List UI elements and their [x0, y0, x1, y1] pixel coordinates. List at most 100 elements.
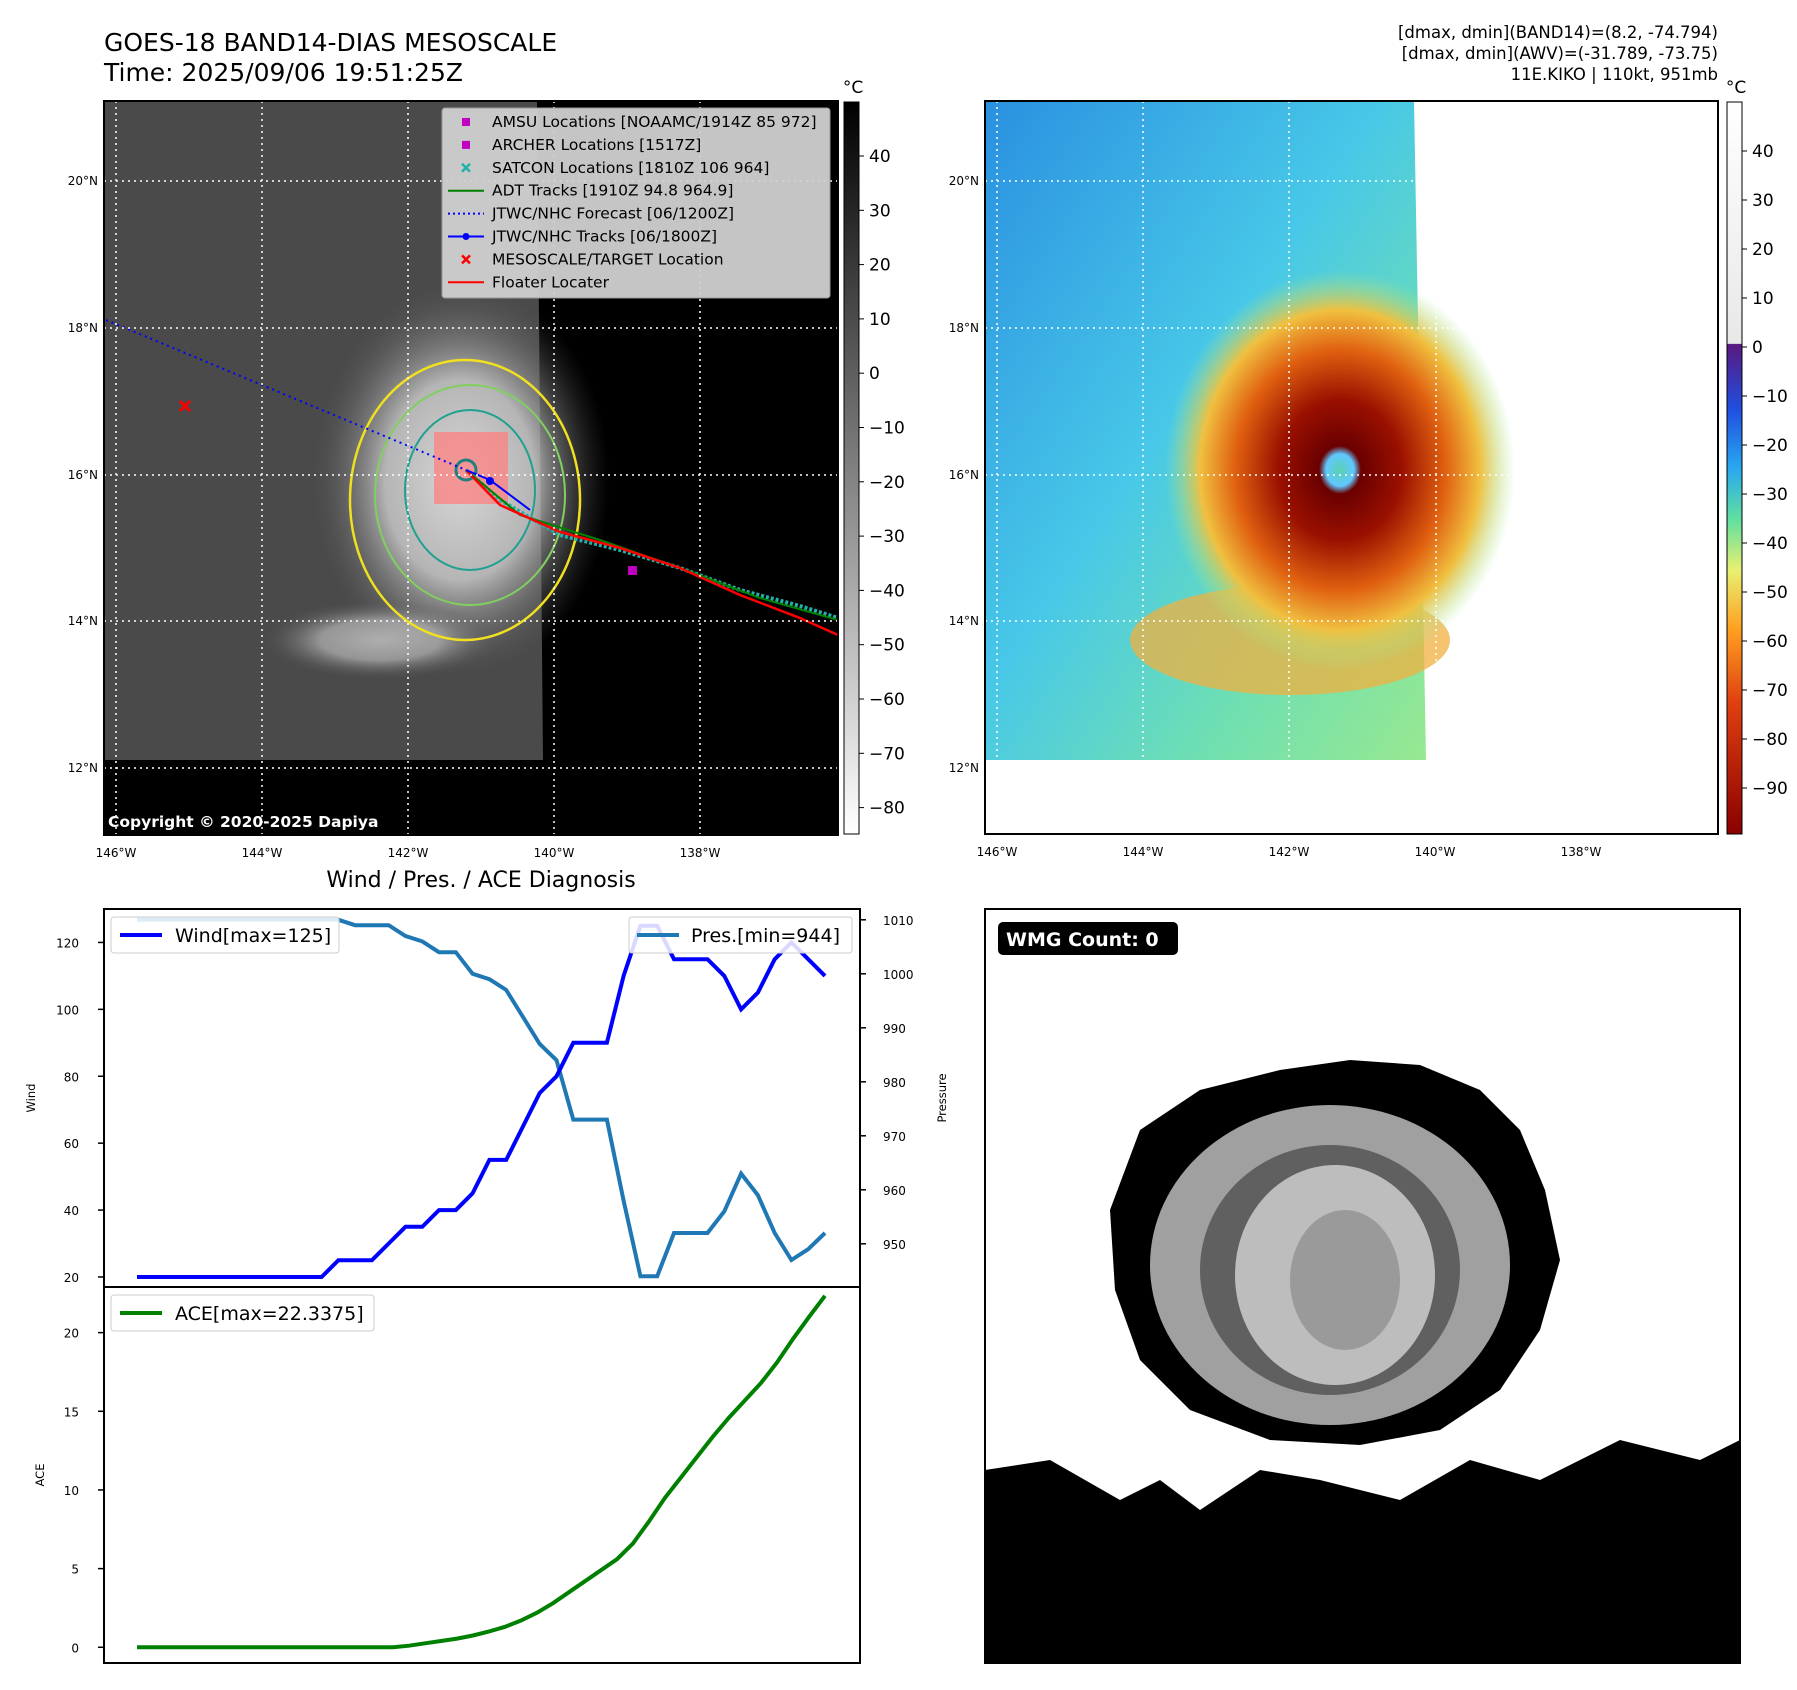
awv-colorbar-tick-label: −20 [1752, 436, 1788, 456]
ir-colorbar-tick-label: 20 [869, 256, 891, 276]
awv-colorbar-tick-label: −40 [1752, 534, 1788, 554]
ir-colorbar-tick-label: −10 [869, 419, 905, 439]
mesoscale-target-marker [178, 399, 192, 413]
pressure-tick-label: 950 [883, 1238, 906, 1252]
ir-colorbar-tick-label: −20 [869, 473, 905, 493]
ace-series-line [137, 1294, 827, 1650]
ir-colorbar-tick-label: −70 [869, 744, 905, 764]
ir-colorbar-tick-label: −30 [869, 527, 905, 547]
diagnosis-title: Wind / Pres. / ACE Diagnosis [326, 868, 635, 893]
ir-map-lon-label: 146°W [96, 846, 137, 860]
title-line2: Time: 2025/09/06 19:51:25Z [103, 58, 463, 87]
ir-map-lon-label: 144°W [242, 846, 283, 860]
ir-colorbar-tick-label: −80 [869, 799, 905, 819]
ir-map-lon-label: 138°W [680, 846, 721, 860]
legend-square-marker [462, 140, 470, 149]
awv-map-panel [985, 101, 1718, 834]
wind-pressure-chart: 20 40 60 80 100 120 950 960 970 980 990 1000 1010 W… [24, 908, 949, 1288]
jtwc-forecast-line [105, 319, 467, 471]
awv-map-lat-label: 18°N [949, 321, 979, 335]
ir-colorbar [843, 101, 860, 835]
awv-map-lon-label: 142°W [1269, 845, 1310, 859]
ir-contour-outer [348, 358, 582, 642]
ir-colorbar-tick-label: −40 [869, 581, 905, 601]
ir-contour-mid [374, 384, 566, 606]
awv-colorbar-unit: °C [1726, 78, 1746, 98]
pressure-axis-label: Pressure [935, 1073, 949, 1122]
wind-tick-label: 80 [64, 1070, 79, 1084]
ir-map-lon-label: 142°W [388, 846, 429, 860]
ace-legend: ACE[max=22.3375] [110, 1294, 375, 1332]
pressure-tick-label: 1000 [883, 968, 914, 982]
wmg-frame [984, 908, 1741, 1664]
ir-map-lat-label: 16°N [68, 468, 98, 482]
ir-colorbar-tick-label: 10 [869, 310, 891, 330]
ace-tick-label: 0 [71, 1641, 79, 1655]
wind-legend-box [110, 916, 340, 954]
ir-colorbar-tick-label: −60 [869, 690, 905, 710]
wind-tick-label: 120 [56, 936, 79, 950]
pressure-legend: Pres.[min=944] [628, 916, 853, 954]
ir-cloud-band [260, 600, 500, 680]
ace-tick-label: 15 [64, 1405, 79, 1419]
pressure-tick-label: 960 [883, 1184, 906, 1198]
pressure-tick-label: 980 [883, 1076, 906, 1090]
awv-map-lon-label: 140°W [1415, 845, 1456, 859]
archer-marker [628, 566, 637, 575]
awv-colorbar-tick-label: −30 [1752, 485, 1788, 505]
awv-colorbar-tick-label: −60 [1752, 632, 1788, 652]
awv-map-frame [984, 100, 1719, 835]
awv-map-lat-label: 14°N [949, 614, 979, 628]
awv-map-lat-label: 20°N [949, 174, 979, 188]
ir-map-lon-label: 140°W [534, 846, 575, 860]
wind-pressure-frame [103, 908, 861, 1288]
map-legend-box [441, 107, 831, 299]
awv-colorbar-tick-label: 30 [1752, 191, 1774, 211]
ir-map-frame [103, 100, 839, 836]
wind-legend-label: Wind[max=125] [175, 925, 331, 947]
ace-chart: 0 5 10 15 20 ACE ACE[max=22.3375] [33, 1286, 861, 1664]
map-legend: AMSU Locations [NOAAMC/1914Z 85 972] ARCH… [441, 107, 831, 299]
map-legend-label: ARCHER Locations [1517Z] [492, 136, 701, 154]
awv-map-lon-label: 144°W [1123, 845, 1164, 859]
ir-colorbar-unit: °C [843, 78, 863, 98]
map-legend-label: AMSU Locations [NOAAMC/1914Z 85 972] [492, 113, 817, 131]
wind-tick-label: 100 [56, 1003, 79, 1017]
ace-legend-box [110, 1294, 375, 1332]
wmg-panel: WMG Count: 0 [984, 908, 1741, 1664]
pressure-tick-label: 970 [883, 1130, 906, 1144]
ir-map-lat-label: 18°N [68, 321, 98, 335]
pressure-tick-label: 990 [883, 1022, 906, 1036]
map-legend-label: MESOSCALE/TARGET Location [492, 250, 724, 268]
ir-contour-inner [404, 409, 536, 571]
ir-colorbar-tick-label: 0 [869, 364, 880, 384]
awv-colorbar-tick-label: −50 [1752, 583, 1788, 603]
awv-map-lon-label: 146°W [977, 845, 1018, 859]
wmg-black-field [985, 1440, 1740, 1663]
legend-x-marker [461, 162, 471, 173]
title-line1: GOES-18 BAND14-DIAS MESOSCALE [104, 28, 557, 57]
ir-colorbar-tick-label: 40 [869, 147, 891, 167]
right-info-line2: [dmax, dmin](AWV)=(-31.789, -73.75) [1402, 44, 1718, 63]
ace-tick-label: 10 [64, 1484, 79, 1498]
ir-eye-box [434, 432, 508, 504]
legend-dot [462, 233, 470, 240]
ace-tick-label: 20 [64, 1327, 79, 1341]
ir-map-lat-label: 20°N [68, 174, 98, 188]
ir-eye-ring [454, 458, 478, 482]
awv-colorbar-tick-label: −80 [1752, 730, 1788, 750]
awv-map-lat-label: 16°N [949, 468, 979, 482]
wind-tick-label: 40 [64, 1204, 79, 1218]
legend-x-marker [461, 254, 471, 265]
right-info-line3: 11E.KIKO | 110kt, 951mb [1511, 65, 1718, 84]
awv-colorbar-tick-label: 0 [1752, 338, 1763, 358]
ace-frame [103, 1286, 861, 1664]
wmg-count-badge [998, 922, 1178, 955]
awv-colorbar-tick-label: −90 [1752, 779, 1788, 799]
awv-map-lat-label: 12°N [949, 761, 979, 775]
wmg-count-label: WMG Count: 0 [1006, 929, 1159, 951]
wind-tick-label: 20 [64, 1271, 79, 1285]
awv-colorbar-tick-label: −10 [1752, 387, 1788, 407]
pressure-legend-label: Pres.[min=944] [691, 925, 840, 947]
